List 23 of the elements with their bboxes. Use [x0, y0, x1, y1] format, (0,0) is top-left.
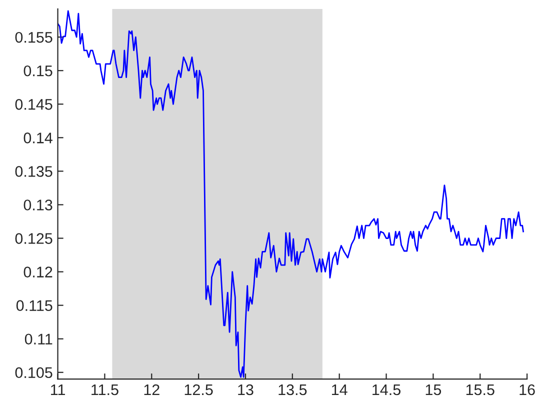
x-tick-label: 14: [332, 384, 348, 396]
y-tick-label: 0.125: [15, 233, 52, 244]
y-tick-label: 0.14: [24, 132, 52, 144]
y-tick-label: 0.12: [24, 266, 52, 278]
y-tick-label: 0.15: [24, 65, 52, 76]
x-tick-label: 11: [51, 384, 65, 396]
y-tick-label: 0.145: [15, 99, 52, 110]
y-tick-label: 0.155: [15, 32, 52, 43]
x-tick-label: 11.5: [92, 384, 118, 396]
line-series: [58, 10, 524, 378]
y-tick-label: 0.115: [16, 300, 52, 311]
x-tick-label: 14.5: [372, 384, 400, 396]
x-tick-label: 16: [520, 384, 535, 396]
x-tick-label: 13: [238, 384, 254, 396]
y-tick-label: 0.11: [24, 334, 52, 345]
x-tick-label: 15.5: [466, 384, 494, 396]
x-tick-label: 15: [426, 384, 442, 396]
x-tick-label: 12: [144, 384, 160, 396]
y-tick-label: 0.13: [24, 200, 52, 210]
y-tick-label: 0.135: [15, 166, 52, 177]
x-tick-label: 13.5: [278, 384, 307, 396]
y-tick-label: 0.105: [15, 367, 52, 378]
x-tick-label: 12.5: [184, 384, 213, 396]
